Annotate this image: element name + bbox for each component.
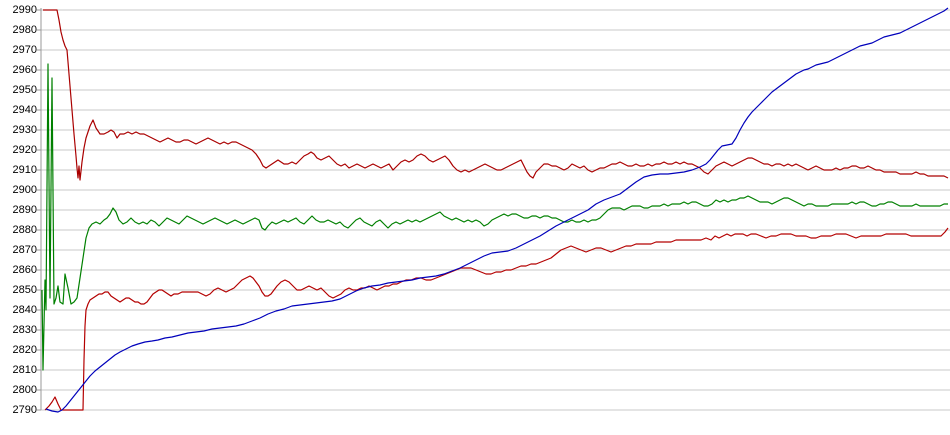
series-line-blue (45, 7, 949, 413)
y-axis: 2990 2980 2970 2960 2950 2940 2930 2920 2910 2900… (0, 0, 38, 435)
series-group (41, 7, 949, 413)
y-axis-label: 2910 (12, 163, 37, 176)
y-axis-label: 2860 (12, 263, 37, 276)
y-axis-label: 2870 (12, 243, 37, 256)
axis-group (37, 8, 42, 411)
y-axis-label: 2960 (12, 63, 37, 76)
y-axis-label: 2930 (12, 123, 37, 136)
y-axis-label: 2990 (12, 3, 37, 16)
y-axis-label: 2830 (12, 323, 37, 336)
y-axis-label: 2950 (12, 83, 37, 96)
y-axis-label: 2790 (12, 403, 37, 416)
y-axis-label: 2890 (12, 203, 37, 216)
y-axis-label: 2940 (12, 103, 37, 116)
y-axis-label: 2800 (12, 383, 37, 396)
y-axis-label: 2970 (12, 43, 37, 56)
y-axis-label: 2880 (12, 223, 37, 236)
series-line-lower-red (44, 227, 949, 411)
y-axis-label: 2820 (12, 343, 37, 356)
y-axis-label: 2850 (12, 283, 37, 296)
gridlines-group (41, 9, 950, 411)
y-axis-label: 2840 (12, 303, 37, 316)
series-line-green (41, 63, 948, 371)
y-axis-label: 2900 (12, 183, 37, 196)
y-axis-label: 2920 (12, 143, 37, 156)
y-axis-label: 2810 (12, 363, 37, 376)
series-line-upper-red (43, 9, 949, 181)
y-axis-label: 2980 (12, 23, 37, 36)
